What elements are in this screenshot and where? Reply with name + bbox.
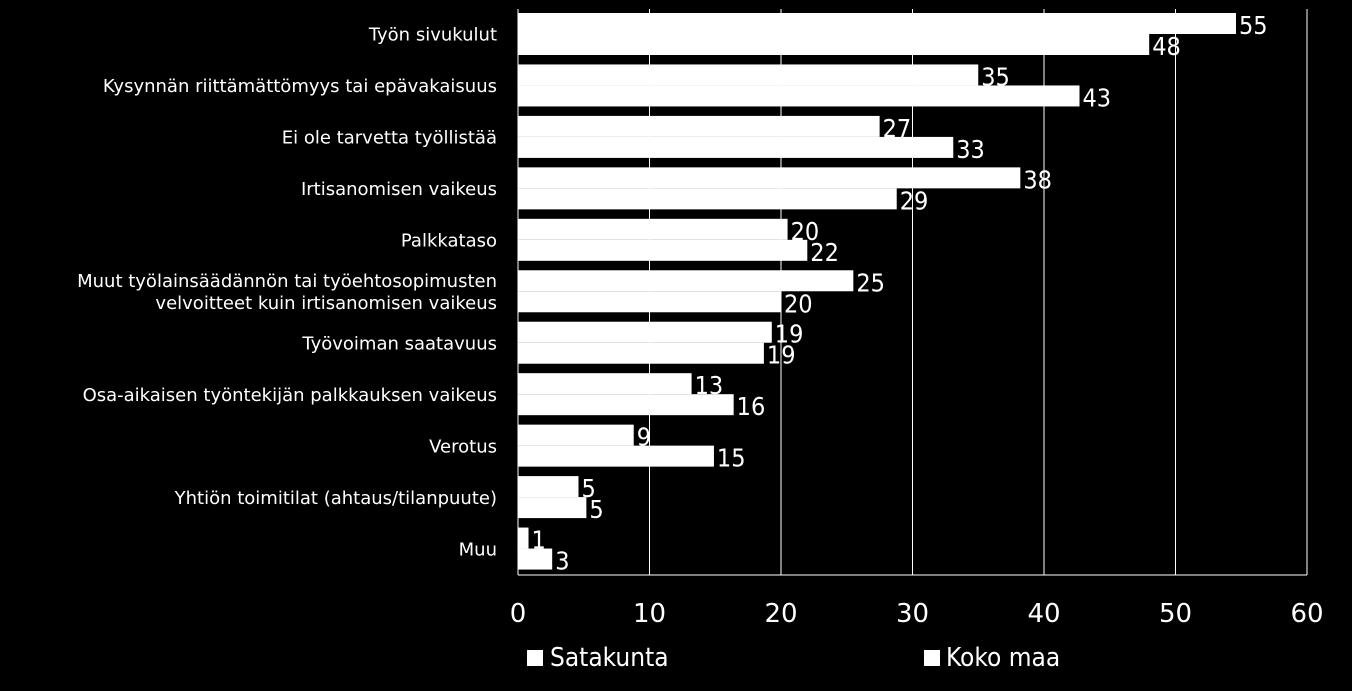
x-tick-label: 0 bbox=[510, 599, 527, 629]
category-label: Kysynnän riittämättömyys tai epävakaisuu… bbox=[103, 76, 497, 97]
data-label-koko-maa: 16 bbox=[737, 392, 766, 421]
bar-koko-maa bbox=[518, 188, 897, 210]
category-label: Irtisanomisen vaikeus bbox=[301, 179, 497, 200]
category-label: Verotus bbox=[429, 436, 497, 457]
data-label-satakunta: 5 bbox=[581, 474, 595, 503]
data-label-koko-maa: 22 bbox=[810, 238, 839, 267]
bar-satakunta bbox=[518, 13, 1236, 34]
category-label: Työn sivukulut bbox=[368, 25, 497, 46]
bar-koko-maa bbox=[518, 497, 587, 519]
legend-swatch-koko-maa bbox=[924, 650, 940, 666]
bar-koko-maa bbox=[518, 239, 808, 261]
data-label-koko-maa: 33 bbox=[956, 135, 985, 164]
category-label: Muu bbox=[459, 539, 497, 560]
bar-koko-maa bbox=[518, 548, 553, 570]
data-label-satakunta: 19 bbox=[775, 320, 804, 349]
bar-koko-maa bbox=[518, 34, 1150, 55]
data-label-satakunta: 20 bbox=[791, 217, 820, 246]
x-tick-label: 40 bbox=[1027, 599, 1060, 629]
bar-satakunta bbox=[518, 167, 1021, 189]
legend-swatch-satakunta bbox=[527, 650, 543, 666]
bar-koko-maa bbox=[518, 136, 954, 158]
data-label-koko-maa: 29 bbox=[900, 186, 929, 215]
bar-koko-maa bbox=[518, 445, 714, 467]
bar-koko-maa bbox=[518, 291, 781, 313]
data-label-koko-maa: 20 bbox=[784, 289, 813, 318]
data-label-satakunta: 13 bbox=[695, 371, 724, 400]
bar-satakunta bbox=[518, 373, 692, 395]
bar-koko-maa bbox=[518, 394, 734, 416]
data-label-satakunta: 9 bbox=[637, 423, 651, 452]
data-label-koko-maa: 5 bbox=[589, 495, 603, 524]
category-labels: Työn sivukulut Kysynnän riittämättömyys t… bbox=[77, 25, 497, 561]
x-tick-label: 20 bbox=[764, 599, 797, 629]
legend-label-satakunta: Satakunta bbox=[550, 643, 669, 673]
category-label: Muut työlainsäädännön tai työehtosopimus… bbox=[77, 271, 497, 292]
x-tick-label: 60 bbox=[1290, 599, 1323, 629]
bars bbox=[518, 13, 1236, 570]
data-label-koko-maa: 48 bbox=[1152, 32, 1181, 61]
category-label: Yhtiön toimitilat (ahtaus/tilanpuute) bbox=[174, 488, 497, 509]
category-label: Osa-aikaisen työntekijän palkkauksen vai… bbox=[83, 385, 497, 406]
data-label-satakunta: 35 bbox=[981, 62, 1010, 91]
bar-satakunta bbox=[518, 218, 788, 240]
data-label-satakunta: 27 bbox=[883, 114, 912, 143]
data-label-koko-maa: 19 bbox=[767, 341, 796, 370]
x-tick-label: 50 bbox=[1159, 599, 1192, 629]
data-label-satakunta: 38 bbox=[1023, 165, 1052, 194]
bar-satakunta bbox=[518, 476, 579, 498]
data-label-koko-maa: 43 bbox=[1083, 83, 1112, 112]
data-label-satakunta: 25 bbox=[856, 268, 885, 297]
data-label-satakunta: 1 bbox=[532, 526, 546, 555]
category-label: Ei ole tarvetta työllistää bbox=[282, 128, 497, 149]
x-axis: 0 10 20 30 40 50 60 bbox=[510, 9, 1324, 629]
bar-satakunta bbox=[518, 115, 880, 137]
x-tick-label: 30 bbox=[896, 599, 929, 629]
bar-satakunta bbox=[518, 424, 634, 446]
data-label-koko-maa: 3 bbox=[555, 547, 569, 576]
legend: Satakunta Koko maa bbox=[527, 643, 1060, 673]
data-label-koko-maa: 15 bbox=[717, 444, 746, 473]
x-tick-label: 10 bbox=[633, 599, 666, 629]
bar-satakunta bbox=[518, 527, 529, 549]
bar-satakunta bbox=[518, 321, 772, 343]
legend-label-koko-maa: Koko maa bbox=[946, 643, 1060, 673]
bar-satakunta bbox=[518, 64, 979, 86]
category-label: velvoitteet kuin irtisanomisen vaikeus bbox=[155, 293, 497, 314]
bar-koko-maa bbox=[518, 342, 764, 364]
bar-satakunta bbox=[518, 270, 854, 292]
data-label-satakunta: 55 bbox=[1239, 11, 1268, 40]
bar-koko-maa bbox=[518, 85, 1080, 107]
category-label: Palkkataso bbox=[401, 231, 497, 252]
category-label: Työvoiman saatavuus bbox=[301, 333, 497, 354]
